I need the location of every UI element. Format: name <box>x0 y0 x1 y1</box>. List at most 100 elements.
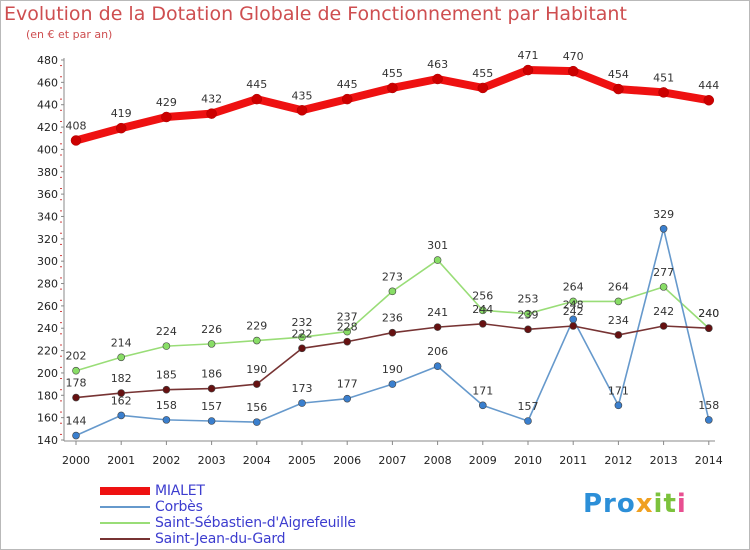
data-label: 273 <box>382 270 403 283</box>
data-point <box>117 353 125 362</box>
x-tick-label: 2003 <box>198 454 226 467</box>
series-1 <box>72 224 713 440</box>
data-point <box>567 65 579 77</box>
data-label: 455 <box>472 67 493 80</box>
data-point <box>72 366 80 375</box>
chart-title: Evolution de la Dotation Globale de Fonc… <box>4 3 627 25</box>
data-point <box>343 337 352 346</box>
data-point <box>659 283 668 291</box>
x-tick-label: 2012 <box>604 454 632 467</box>
data-point <box>343 394 352 403</box>
data-label: 435 <box>292 89 313 102</box>
data-point <box>207 340 216 348</box>
data-point <box>162 342 171 350</box>
data-point <box>614 297 623 306</box>
y-tick-label: 280 <box>37 278 58 291</box>
x-tick-label: 2002 <box>152 454 180 467</box>
data-label: 237 <box>337 311 358 324</box>
data-label: 277 <box>653 266 674 279</box>
x-tick-label: 2007 <box>378 454 406 467</box>
data-point <box>117 411 125 420</box>
data-point <box>72 393 80 402</box>
y-tick-label: 340 <box>37 210 58 223</box>
data-point <box>477 82 489 94</box>
data-label: 445 <box>246 78 267 91</box>
y-tick-label: 320 <box>37 233 58 246</box>
x-tick-label: 2004 <box>243 454 271 467</box>
data-label: 186 <box>201 368 222 381</box>
legend-swatch-corbes <box>100 506 150 508</box>
data-label: 419 <box>111 107 132 120</box>
data-point <box>703 94 715 106</box>
data-label: 240 <box>698 307 719 320</box>
data-label: 229 <box>246 320 267 333</box>
legend-label-mialet: MIALET <box>155 483 205 499</box>
data-point <box>478 401 487 410</box>
data-point <box>524 325 532 334</box>
data-label: 242 <box>563 305 584 318</box>
data-label: 173 <box>292 382 313 395</box>
data-point <box>115 122 127 134</box>
y-tick-label: 440 <box>37 99 58 112</box>
y-tick-label: 140 <box>37 434 58 447</box>
data-label: 190 <box>382 363 403 376</box>
legend-swatch-saint-sebastien <box>100 522 150 524</box>
x-tick-label: 2014 <box>695 454 723 467</box>
data-point <box>388 328 397 337</box>
data-label: 222 <box>292 327 313 340</box>
y-tick-label: 180 <box>37 389 58 402</box>
data-point <box>432 73 443 85</box>
data-point <box>252 380 261 388</box>
data-point <box>614 401 623 410</box>
data-point <box>206 108 217 119</box>
data-point <box>252 418 261 426</box>
x-tick-label: 2010 <box>514 454 542 467</box>
data-label: 206 <box>427 345 448 358</box>
y-tick-label: 240 <box>37 322 58 335</box>
y-tick-label: 260 <box>37 300 58 313</box>
data-label: 244 <box>472 303 493 316</box>
data-point <box>298 344 306 353</box>
data-point <box>614 331 623 339</box>
data-point <box>207 384 216 393</box>
data-label: 202 <box>66 350 87 363</box>
data-label: 444 <box>698 79 719 92</box>
data-point <box>117 389 125 397</box>
data-point <box>298 333 306 341</box>
data-label: 264 <box>563 280 584 293</box>
data-label: 224 <box>156 325 177 338</box>
data-label: 471 <box>518 49 539 62</box>
data-point <box>162 416 171 424</box>
data-label: 329 <box>653 208 674 221</box>
data-label: 158 <box>698 399 719 412</box>
data-point <box>251 93 263 105</box>
data-label: 256 <box>472 289 493 302</box>
data-label: 253 <box>518 293 539 306</box>
data-point <box>478 319 487 328</box>
data-label: 429 <box>156 96 177 109</box>
data-label: 182 <box>111 372 132 385</box>
legend-label-saint-sebastien: Saint-Sébastien-d'Aigrefeuille <box>155 515 356 531</box>
data-point <box>569 322 578 330</box>
data-point <box>659 322 668 330</box>
data-label: 408 <box>66 119 87 132</box>
data-label: 445 <box>337 78 358 91</box>
data-label: 144 <box>66 415 87 428</box>
data-point <box>433 256 442 264</box>
y-tick-label: 360 <box>37 188 58 201</box>
data-label: 241 <box>427 306 448 319</box>
data-point <box>388 380 397 388</box>
data-point <box>433 362 442 371</box>
y-tick-label: 420 <box>37 121 58 134</box>
data-label: 455 <box>382 67 403 80</box>
data-label: 171 <box>608 384 629 397</box>
data-label: 171 <box>472 384 493 397</box>
data-point <box>161 111 172 123</box>
data-point <box>341 93 353 105</box>
data-point <box>433 323 442 331</box>
data-point <box>252 336 261 345</box>
data-label: 178 <box>66 377 87 390</box>
data-point <box>387 82 398 94</box>
data-label: 162 <box>111 394 132 407</box>
